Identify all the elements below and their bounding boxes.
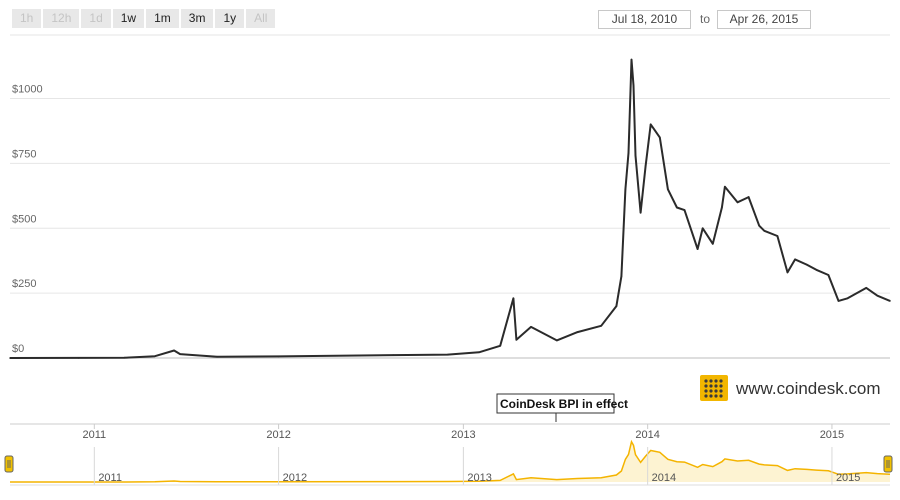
- data-point: [667, 188, 669, 191]
- y-tick-label: $500: [12, 213, 36, 225]
- data-point: [794, 258, 796, 261]
- x-tick-label: 2012: [266, 429, 290, 441]
- brand-url: www.coindesk.com: [735, 379, 881, 398]
- x-tick-label: 2014: [635, 429, 659, 441]
- data-point: [721, 206, 723, 209]
- data-point: [736, 201, 739, 204]
- navigator-tick-label: 2012: [283, 472, 307, 484]
- range-button-1m[interactable]: 1m: [146, 9, 179, 28]
- data-point: [876, 294, 879, 297]
- data-point: [701, 227, 704, 230]
- coindesk-logo: www.coindesk.com: [700, 375, 881, 401]
- y-tick-label: $250: [12, 278, 36, 290]
- data-point: [179, 353, 181, 355]
- from-date-input[interactable]: Jul 18, 2010: [598, 10, 691, 29]
- range-button-3m[interactable]: 3m: [180, 9, 214, 28]
- data-point: [724, 185, 726, 188]
- annotation-flag: CoinDesk BPI in effect: [496, 393, 628, 422]
- y-tick-label: $750: [12, 148, 36, 160]
- data-point: [696, 248, 699, 250]
- series-points: [9, 58, 891, 359]
- data-point: [639, 211, 642, 214]
- data-point: [659, 136, 661, 139]
- data-point: [499, 345, 502, 347]
- series-line-bpi: [9, 58, 891, 359]
- range-button-1w[interactable]: 1w: [112, 9, 145, 28]
- data-point: [600, 325, 602, 327]
- grid-lines: [10, 98, 890, 359]
- range-button-1d[interactable]: 1d: [81, 9, 111, 28]
- data-point: [683, 209, 686, 211]
- data-point: [530, 326, 532, 328]
- x-tick-label: 2013: [451, 429, 475, 441]
- range-button-1h[interactable]: 1h: [12, 9, 42, 28]
- data-point: [216, 355, 218, 358]
- data-point: [763, 230, 766, 232]
- data-point: [630, 58, 633, 61]
- data-point: [649, 123, 652, 126]
- data-point: [827, 274, 830, 276]
- data-point: [77, 357, 80, 359]
- data-point: [627, 152, 630, 154]
- data-point: [846, 297, 849, 300]
- data-point: [154, 355, 156, 358]
- data-point: [634, 154, 637, 157]
- navigator-tick-label: 2014: [652, 472, 676, 484]
- data-point: [776, 235, 779, 237]
- data-point: [576, 331, 579, 333]
- navigator-ticks: 2011 2012 2013 2014 2015: [93, 447, 860, 485]
- data-point: [786, 271, 789, 274]
- y-axis-ticks: $0 $250 $500 $750 $1000: [12, 84, 43, 356]
- data-point: [815, 269, 818, 271]
- range-button-1y[interactable]: 1y: [215, 9, 245, 28]
- navigator-handle-right[interactable]: [883, 455, 893, 473]
- data-point: [805, 263, 808, 266]
- data-point: [123, 357, 125, 359]
- data-point: [615, 305, 618, 307]
- x-tick-label: 2011: [82, 429, 106, 441]
- navigator-line: [10, 439, 891, 483]
- navigator-tick-label: 2013: [467, 472, 491, 484]
- data-point: [277, 355, 280, 358]
- navigator[interactable]: 2011 2012 2013 2014 2015: [4, 439, 893, 486]
- data-point: [837, 300, 840, 302]
- data-point: [446, 353, 449, 356]
- coindesk-logo-icon: [700, 375, 728, 401]
- data-point: [173, 349, 175, 352]
- range-button-all[interactable]: All: [246, 9, 276, 28]
- x-tick-label: 2015: [820, 429, 844, 441]
- coindesk-logo-dots: [704, 379, 723, 398]
- data-point: [758, 224, 760, 227]
- data-point: [712, 243, 714, 245]
- x-axis-ticks: 2011 2012 2013 2014 2015: [82, 424, 844, 441]
- to-date-input[interactable]: Apr 26, 2015: [717, 10, 811, 29]
- y-tick-label: $1000: [12, 84, 43, 96]
- navigator-area: [10, 441, 890, 482]
- data-point: [478, 351, 480, 354]
- data-point: [9, 357, 11, 359]
- data-point: [632, 84, 635, 87]
- range-selector: 1h 12h 1d 1w 1m 3m 1y All: [12, 9, 276, 28]
- navigator-tick-label: 2015: [836, 472, 860, 484]
- data-point: [644, 165, 647, 167]
- data-point: [392, 354, 395, 356]
- range-button-12h[interactable]: 12h: [43, 9, 80, 28]
- data-point: [620, 275, 623, 278]
- navigator-tick-label: 2011: [98, 472, 122, 484]
- navigator-handle-left[interactable]: [4, 455, 14, 473]
- data-point: [747, 196, 750, 198]
- data-point: [512, 297, 515, 300]
- annotation-text: CoinDesk BPI in effect: [500, 397, 628, 411]
- to-label: to: [700, 12, 711, 26]
- data-point: [889, 300, 891, 302]
- data-point: [556, 339, 558, 342]
- y-tick-label: $0: [12, 343, 24, 355]
- data-point: [676, 206, 678, 209]
- data-point: [515, 339, 518, 341]
- data-point: [624, 188, 627, 191]
- data-point: [865, 287, 868, 289]
